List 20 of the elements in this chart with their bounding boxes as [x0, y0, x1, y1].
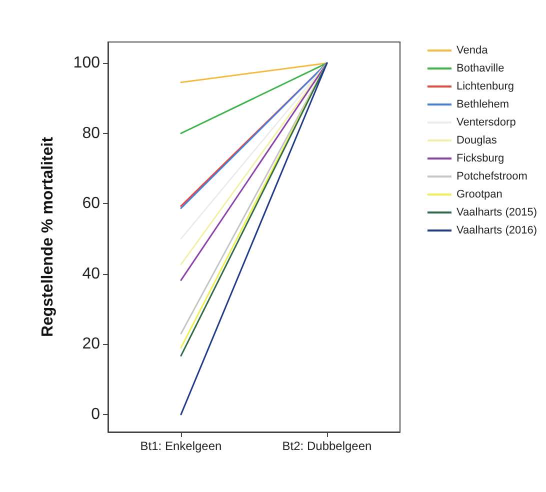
legend-label: Venda — [456, 44, 489, 56]
y-tick-label: 0 — [91, 406, 100, 423]
legend-label: Ficksburg — [456, 152, 504, 164]
y-tick-label: 100 — [73, 54, 100, 72]
legend-label: Vaalharts (2016) — [456, 224, 538, 236]
legend-label: Bethlehem — [456, 98, 510, 110]
legend-label: Douglas — [456, 134, 498, 146]
legend-label: Grootpan — [456, 188, 502, 200]
y-tick-label: 60 — [82, 195, 100, 212]
y-tick-label: 80 — [82, 124, 100, 142]
x-tick-label: Bt2: Dubbelgeen — [282, 439, 372, 453]
legend-label: Ventersdorp — [456, 116, 516, 128]
y-axis-title: Regstellende % mortaliteit — [40, 136, 56, 338]
legend-label: Potchefstroom — [456, 170, 528, 182]
legend-label: Lichtenburg — [456, 80, 514, 92]
y-tick-label: 40 — [82, 265, 100, 282]
x-tick-label: Bt1: Enkelgeen — [140, 439, 222, 453]
legend-label: Bothaville — [456, 62, 504, 74]
y-tick-label: 20 — [82, 336, 100, 353]
legend-label: Vaalharts (2015) — [456, 206, 538, 218]
